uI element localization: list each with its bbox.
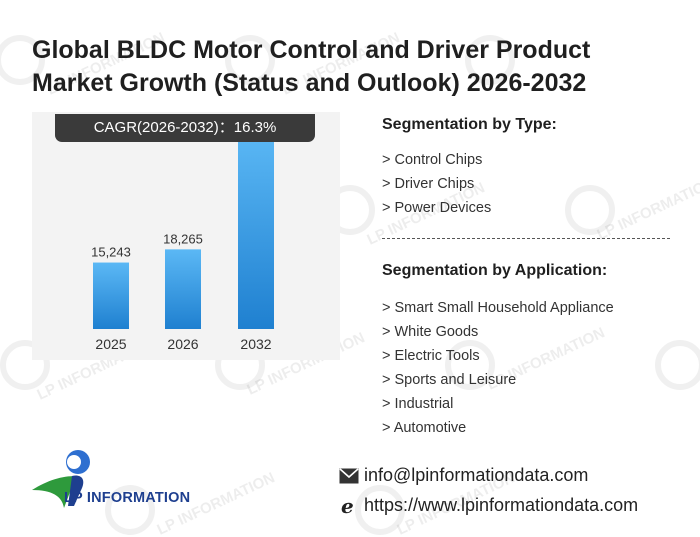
browser-e-icon: e — [338, 496, 360, 516]
list-item: > Sports and Leisure — [382, 372, 517, 388]
list-item: > Control Chips — [382, 152, 483, 168]
email-text[interactable]: info@lpinformationdata.com — [364, 465, 589, 485]
data-label: 15,243 — [91, 245, 131, 260]
cagr-badge: CAGR(2026-2032)：16.3% — [55, 114, 315, 142]
logo-text: LP INFORMATION — [64, 490, 191, 506]
lp-information-logo-icon — [32, 450, 90, 508]
x-tick-label: 2032 — [240, 336, 271, 352]
list-item: > Industrial — [382, 396, 454, 412]
list-item: > Power Devices — [382, 200, 492, 216]
type-segmentation-heading: Segmentation by Type: — [382, 116, 557, 133]
application-segmentation-heading: Segmentation by Application: — [382, 262, 608, 279]
list-item: > Driver Chips — [382, 176, 475, 192]
watermark-text: LP INFORMATION — [595, 174, 700, 243]
page-title: Global BLDC Motor Control and Driver Pro… — [32, 36, 591, 97]
bar-2032 — [238, 132, 274, 329]
svg-text:e: e — [341, 496, 354, 516]
list-item: > White Goods — [382, 324, 479, 340]
x-tick-label: 2026 — [167, 336, 198, 352]
website-text[interactable]: https://www.lpinformationdata.com — [364, 495, 639, 515]
list-item: > Electric Tools — [382, 348, 480, 364]
list-item: > Automotive — [382, 420, 467, 436]
divider — [382, 238, 670, 239]
application-segmentation-list: > Smart Small Household Appliance > Whit… — [382, 296, 614, 440]
bar-2026 — [165, 249, 201, 329]
data-label: 18,265 — [163, 231, 203, 246]
contact-website[interactable]: e https://www.lpinformationdata.com — [338, 495, 638, 516]
contact-email[interactable]: info@lpinformationdata.com — [338, 465, 588, 486]
list-item: > Smart Small Household Appliance — [382, 300, 614, 316]
bar-2025 — [93, 262, 129, 329]
type-segmentation-list: > Control Chips > Driver Chips > Power D… — [382, 148, 491, 220]
envelope-icon — [338, 466, 360, 486]
x-tick-label: 2025 — [95, 336, 126, 352]
